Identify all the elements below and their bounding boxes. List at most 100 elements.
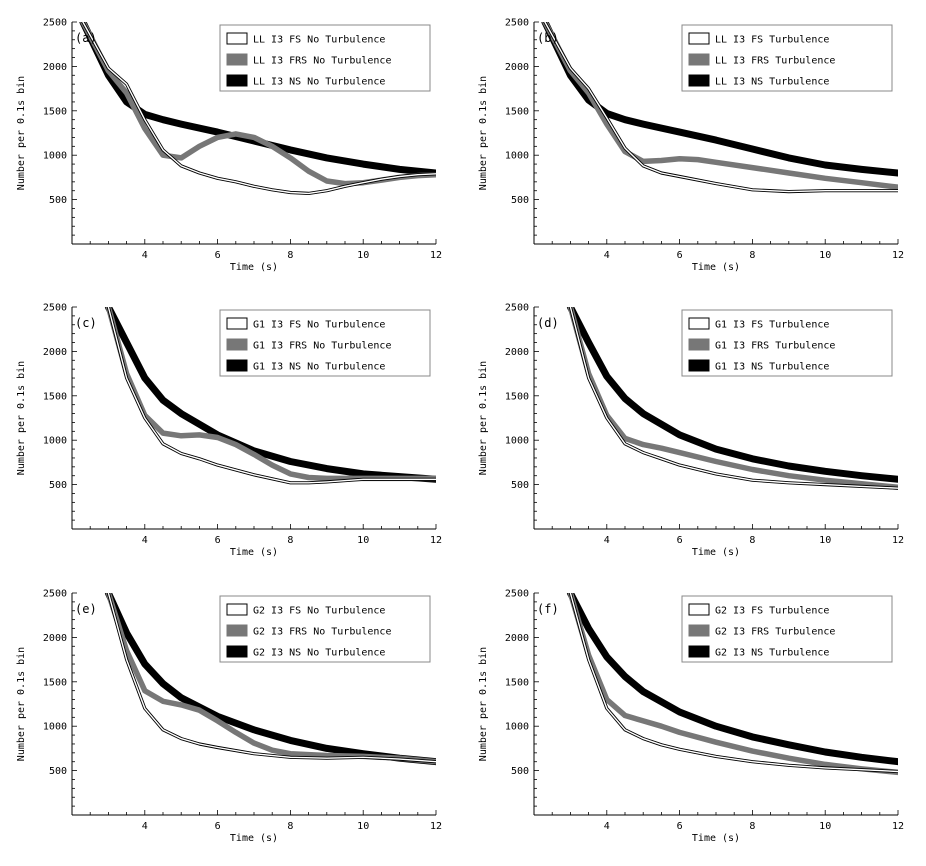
chart-panel: 500 1000 1500 2000 2500 4 6 8 10 12 Time (s) Number… <box>478 18 904 274</box>
legend-box <box>681 24 893 92</box>
y-tick-label: 2500 <box>43 303 67 314</box>
legend-label: LL I3 FS No Turbulence <box>253 35 385 46</box>
chart-panel: 500 1000 1500 2000 2500 4 6 8 10 12 Time (s) Number… <box>16 589 442 845</box>
legend-label: G1 I3 FS Turbulence <box>715 320 829 331</box>
y-tick-label: 1500 <box>505 106 529 117</box>
y-tick-label: 500 <box>49 480 67 491</box>
series-line-medium <box>105 307 436 482</box>
y-tick-label: 2000 <box>505 62 529 73</box>
x-axis-label: Time (s) <box>230 833 278 844</box>
x-tick-label: 8 <box>749 821 755 832</box>
x-tick-label: 6 <box>677 821 683 832</box>
x-axis-label: Time (s) <box>230 262 278 273</box>
legend-label: G2 I3 NS No Turbulence <box>253 648 385 659</box>
legend-swatch-medium <box>688 53 710 66</box>
y-tick-label: 1500 <box>505 391 529 402</box>
y-axis-label: Number per 0.1s bin <box>16 361 27 475</box>
legend-swatch-outline <box>226 32 248 45</box>
x-tick-label: 8 <box>749 535 755 546</box>
x-tick-label: 10 <box>819 535 831 546</box>
y-axis-label: Number per 0.1s bin <box>478 76 489 190</box>
series-line-outline-fill <box>107 307 436 484</box>
x-tick-label: 4 <box>604 535 610 546</box>
y-tick-label: 2500 <box>43 18 67 29</box>
legend-box <box>219 595 431 663</box>
x-axis-label: Time (s) <box>692 262 740 273</box>
legend-label: LL I3 NS Turbulence <box>715 77 829 88</box>
x-tick-label: 12 <box>892 821 904 832</box>
y-tick-label: 1500 <box>505 677 529 688</box>
panel-tag: (f) <box>537 602 559 616</box>
y-tick-label: 2500 <box>43 589 67 600</box>
x-tick-label: 12 <box>430 821 442 832</box>
y-tick-label: 2000 <box>505 633 529 644</box>
legend-label: LL I3 FS Turbulence <box>715 35 829 46</box>
panel-tag: (c) <box>75 316 97 330</box>
panel-tag: (d) <box>537 316 559 330</box>
y-tick-label: 1000 <box>505 151 529 162</box>
x-tick-label: 4 <box>604 821 610 832</box>
x-axis-label: Time (s) <box>230 547 278 558</box>
x-tick-label: 6 <box>215 535 221 546</box>
x-tick-label: 12 <box>430 535 442 546</box>
legend-label: G1 I3 FS No Turbulence <box>253 320 385 331</box>
legend-box <box>681 309 893 377</box>
y-tick-label: 500 <box>49 195 67 206</box>
chart-panel: 500 1000 1500 2000 2500 4 6 8 10 12 Time (s) Number… <box>16 18 442 274</box>
legend-swatch-thick <box>688 645 710 658</box>
y-tick-label: 500 <box>511 480 529 491</box>
x-tick-label: 10 <box>357 535 369 546</box>
x-tick-label: 12 <box>892 250 904 261</box>
x-tick-label: 10 <box>357 250 369 261</box>
legend-swatch-thick <box>226 645 248 658</box>
y-tick-label: 500 <box>511 195 529 206</box>
x-tick-label: 10 <box>819 250 831 261</box>
legend-label: LL I3 NS No Turbulence <box>253 77 385 88</box>
legend-box <box>219 309 431 377</box>
x-tick-label: 6 <box>677 250 683 261</box>
y-tick-label: 2000 <box>505 347 529 358</box>
y-tick-label: 2500 <box>505 589 529 600</box>
x-tick-label: 12 <box>892 535 904 546</box>
legend-swatch-medium <box>226 53 248 66</box>
y-tick-label: 1500 <box>43 677 67 688</box>
x-tick-label: 8 <box>287 250 293 261</box>
y-tick-label: 1000 <box>505 436 529 447</box>
series-line-outline-fill <box>82 22 436 195</box>
legend-label: LL I3 FRS Turbulence <box>715 56 835 67</box>
legend-swatch-medium <box>688 338 710 351</box>
x-tick-label: 8 <box>287 535 293 546</box>
legend-label: G1 I3 NS Turbulence <box>715 362 829 373</box>
series-line-medium <box>542 22 898 190</box>
y-tick-label: 2500 <box>505 303 529 314</box>
y-tick-label: 2000 <box>43 347 67 358</box>
legend-label: G2 I3 FRS No Turbulence <box>253 627 391 638</box>
series-line-outline-fill <box>544 22 898 193</box>
legend-label: G2 I3 FRS Turbulence <box>715 627 835 638</box>
legend-swatch-outline <box>688 32 710 45</box>
y-tick-label: 1000 <box>505 722 529 733</box>
x-tick-label: 4 <box>604 250 610 261</box>
series-line-outline-fill <box>569 307 898 489</box>
y-tick-label: 2000 <box>43 62 67 73</box>
x-tick-label: 4 <box>142 250 148 261</box>
series-line-thick <box>79 22 436 177</box>
y-tick-label: 1500 <box>43 391 67 402</box>
legend-swatch-outline <box>688 603 710 616</box>
x-tick-label: 6 <box>215 821 221 832</box>
series-line-outline-fill <box>107 593 436 763</box>
legend-swatch-medium <box>688 624 710 637</box>
x-tick-label: 8 <box>287 821 293 832</box>
series-line-medium <box>567 593 898 776</box>
chart-panel: 500 1000 1500 2000 2500 4 6 8 10 12 Time (s) Number… <box>478 589 904 845</box>
series-line-outline-fill <box>569 593 898 773</box>
y-axis-label: Number per 0.1s bin <box>478 361 489 475</box>
panel-tag: (a) <box>75 31 97 45</box>
y-tick-label: 1000 <box>43 722 67 733</box>
x-tick-label: 10 <box>819 821 831 832</box>
y-axis-label: Number per 0.1s bin <box>478 647 489 761</box>
x-tick-label: 6 <box>215 250 221 261</box>
y-tick-label: 500 <box>511 766 529 777</box>
y-tick-label: 1000 <box>43 436 67 447</box>
